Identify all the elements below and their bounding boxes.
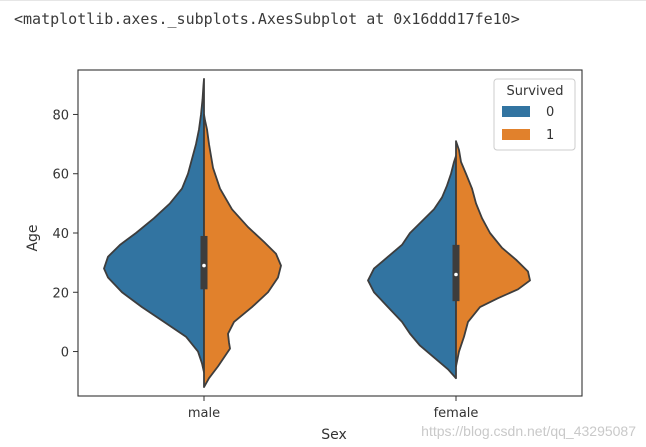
- y-tick-label-60: 60: [52, 168, 69, 183]
- violin-female-survived-0: [367, 155, 457, 380]
- x-tick-label-male: male: [188, 406, 220, 421]
- violin-male-survived-1: [203, 113, 282, 389]
- x-tick-label-female: female: [434, 406, 479, 421]
- legend-label-1: 1: [546, 128, 554, 143]
- y-tick-label-80: 80: [52, 108, 69, 123]
- legend-swatch-0: [502, 106, 530, 117]
- legend-swatch-1: [502, 129, 530, 140]
- violin-male-survived-0: [103, 77, 205, 374]
- output-top-divider: [0, 0, 646, 1]
- legend-title: Survived: [506, 84, 563, 99]
- legend-label-0: 0: [546, 105, 554, 120]
- watermark-text: https://blog.csdn.net/qq_43295087: [421, 423, 636, 439]
- y-tick-label-40: 40: [52, 227, 69, 242]
- median-female: [454, 272, 458, 277]
- violin-female-survived-1: [455, 140, 531, 368]
- y-tick-label-20: 20: [52, 286, 69, 301]
- y-axis: 0 20 40 60 80: [52, 108, 78, 361]
- y-tick-label-0: 0: [61, 346, 69, 361]
- legend: Survived 0 1: [493, 78, 576, 151]
- y-axis-label: Age: [25, 224, 41, 251]
- violin-layer: [103, 77, 531, 389]
- x-axis-label: Sex: [321, 427, 347, 443]
- box-male: [200, 235, 208, 290]
- cell-output-repr: <matplotlib.axes._subplots.AxesSubplot a…: [14, 10, 520, 28]
- x-axis: male female: [188, 396, 479, 421]
- median-male: [202, 263, 206, 268]
